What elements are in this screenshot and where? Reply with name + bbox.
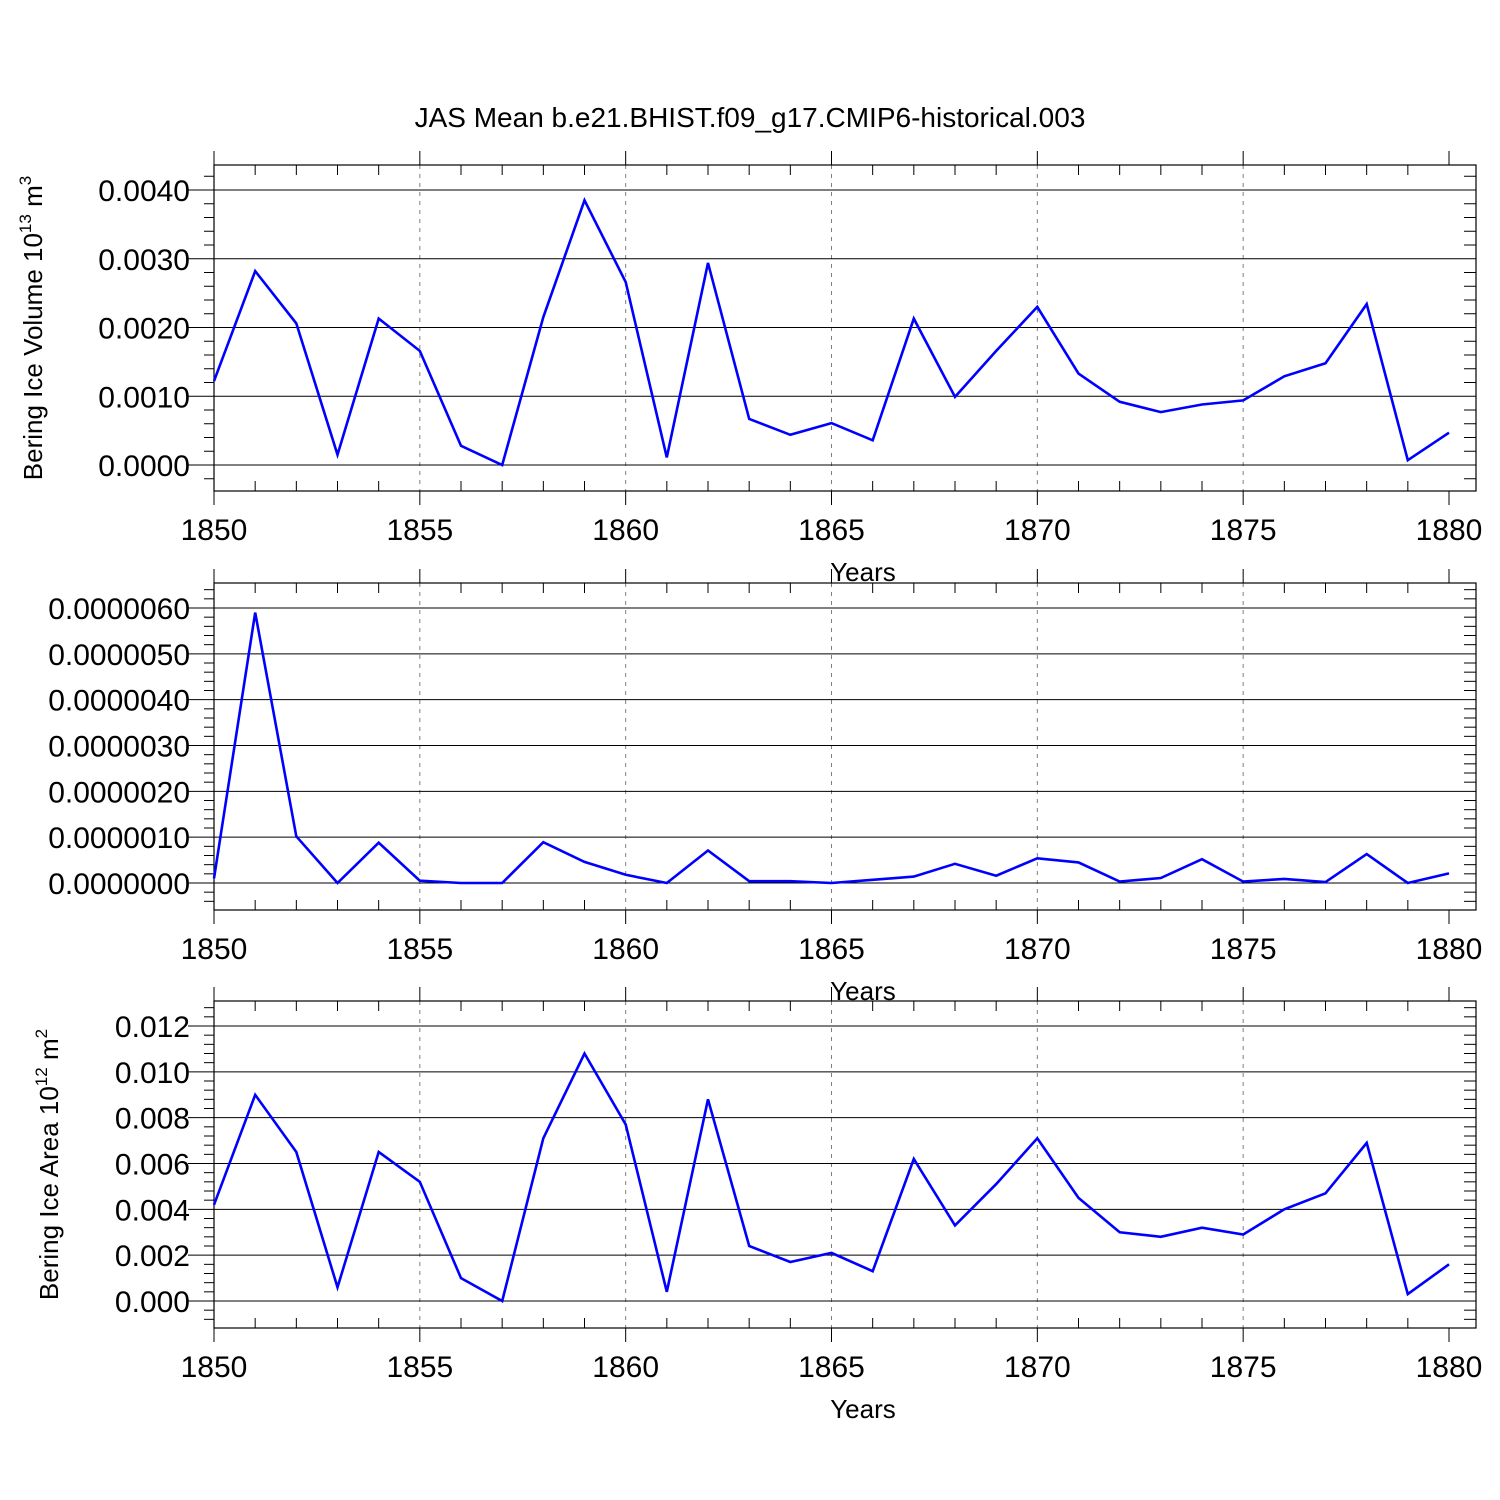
- y-label-superscript: 3: [16, 176, 35, 185]
- y-label-superscript: 2: [32, 1029, 51, 1038]
- y-label-superscript: 12: [32, 1067, 51, 1086]
- x-tick-label: 1875: [1210, 933, 1277, 966]
- y-tick-label: 0.0000060: [48, 593, 190, 626]
- x-tick-label: 1860: [592, 514, 659, 547]
- y-tick-label: 0.0030: [98, 244, 190, 277]
- y-label-text: Bering Ice Area 10: [34, 1086, 64, 1300]
- chart-panel-2: 1850 1855 1860 1865 1870 1875 1880 0.0000000 0.0…: [48, 569, 1482, 1006]
- x-tick-label: 1865: [798, 1351, 865, 1384]
- y-tick-label: 0.0040: [98, 175, 190, 208]
- y-tick-label: 0.000: [115, 1286, 190, 1319]
- x-tick-label: 1875: [1210, 1351, 1277, 1384]
- y-tick-label: 0.010: [115, 1057, 190, 1090]
- y-tick-label: 0.0000010: [48, 822, 190, 855]
- chart-panel-3: 1850 1855 1860 1865 1870 1875 1880 0.000 0.002 0.…: [32, 987, 1482, 1424]
- x-tick-label: 1860: [592, 1351, 659, 1384]
- y-axis-label: Bering Ice Area 1012 m2: [32, 1029, 64, 1300]
- x-axis-label: Years: [830, 557, 896, 587]
- plot-frame: [213, 582, 1477, 911]
- chart-panel-1: 1850 1855 1860 1865 1870 1875 1880 0.0000 0.0010…: [16, 151, 1482, 587]
- x-tick-label: 1855: [386, 933, 453, 966]
- y-tick-label: 0.0000040: [48, 685, 190, 718]
- y-tick-label: 0.006: [115, 1149, 190, 1182]
- y-label-text: m: [34, 1038, 64, 1067]
- x-tick-label: 1880: [1416, 514, 1483, 547]
- y-label-text: Bering Ice Volume 10: [18, 233, 48, 480]
- x-tick-label: 1880: [1416, 933, 1483, 966]
- x-tick-label: 1860: [592, 933, 659, 966]
- x-tick-label: 1850: [181, 933, 248, 966]
- y-tick-label: 0.0000050: [48, 639, 190, 672]
- plot-frame: [213, 1000, 1477, 1329]
- x-tick-label: 1865: [798, 514, 865, 547]
- series-line: [212, 1050, 1450, 1303]
- y-tick-label: 0.0000020: [48, 776, 190, 809]
- x-tick-label: 1850: [181, 1351, 248, 1384]
- x-axis-label: Years: [830, 1394, 896, 1424]
- y-label-text: m: [18, 185, 48, 214]
- x-tick-label: 1870: [1004, 514, 1071, 547]
- y-tick-label: 0.012: [115, 1011, 190, 1044]
- x-tick-label: 1865: [798, 933, 865, 966]
- figure-title: JAS Mean b.e21.BHIST.f09_g17.CMIP6-histo…: [415, 102, 1086, 133]
- y-tick-label: 0.0020: [98, 313, 190, 346]
- series-line: [212, 612, 1450, 885]
- y-tick-label: 0.0000000: [48, 868, 190, 901]
- y-axis-label: Bering Ice Volume 1013 m3: [16, 176, 48, 480]
- x-tick-label: 1870: [1004, 933, 1071, 966]
- y-label-superscript: 13: [16, 214, 35, 233]
- y-tick-label: 0.0000030: [48, 731, 190, 764]
- x-tick-label: 1870: [1004, 1351, 1071, 1384]
- x-tick-label: 1875: [1210, 514, 1277, 547]
- x-tick-label: 1880: [1416, 1351, 1483, 1384]
- x-tick-label: 1855: [386, 1351, 453, 1384]
- y-tick-label: 0.0010: [98, 381, 190, 414]
- series-line: [212, 196, 1450, 467]
- y-tick-label: 0.004: [115, 1194, 190, 1227]
- y-tick-label: 0.0000: [98, 450, 190, 483]
- x-tick-label: 1850: [181, 514, 248, 547]
- y-tick-label: 0.002: [115, 1240, 190, 1273]
- y-tick-label: 0.008: [115, 1103, 190, 1136]
- x-tick-label: 1855: [386, 514, 453, 547]
